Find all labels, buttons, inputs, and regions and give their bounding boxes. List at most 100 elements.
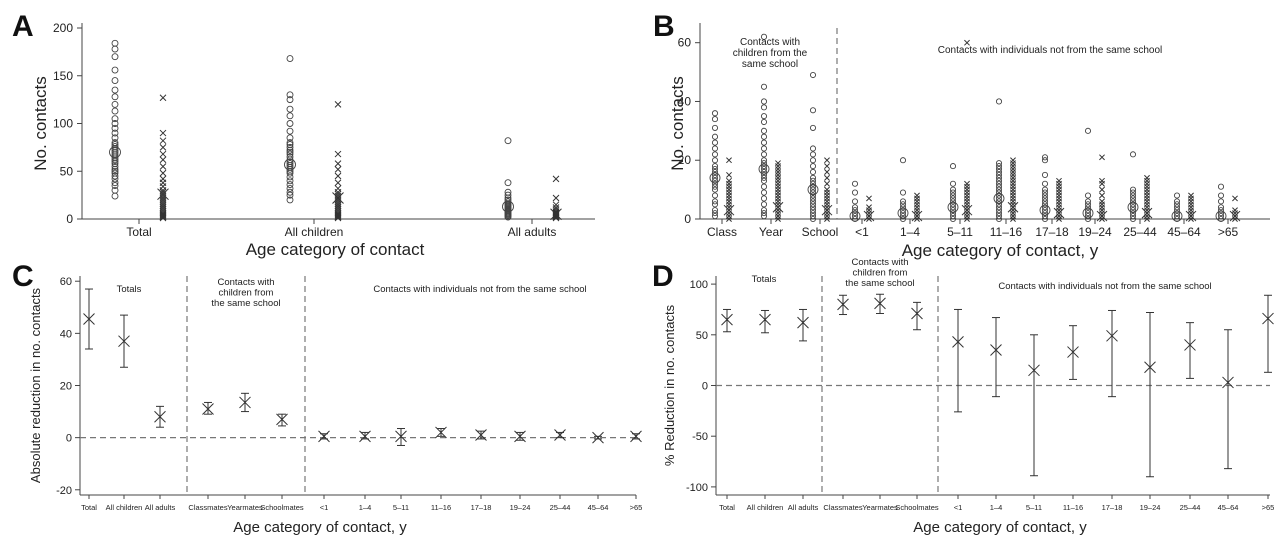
data-point-circle xyxy=(286,191,294,199)
data-point-circle xyxy=(760,160,768,167)
data-point-circle xyxy=(995,195,1003,202)
y-axis-label: No. contacts xyxy=(668,76,687,171)
data-point-circle xyxy=(1041,189,1049,196)
data-point-circle xyxy=(760,165,768,173)
group-label: same school xyxy=(742,59,798,70)
data-point-circle xyxy=(711,145,719,152)
data-point-circle xyxy=(1041,215,1049,223)
x-tick-label: 17–18 xyxy=(1102,503,1123,512)
data-point-circle xyxy=(1173,204,1181,211)
data-point-x xyxy=(334,185,342,192)
data-point-circle xyxy=(1173,213,1181,220)
data-point-circle xyxy=(899,201,907,208)
point-estimate xyxy=(721,313,733,326)
x-tick-label: 25–44 xyxy=(550,503,571,512)
data-point-circle xyxy=(760,33,768,40)
data-point-x xyxy=(159,188,167,196)
data-point-circle xyxy=(760,163,768,170)
y-tick-label: -50 xyxy=(692,431,708,443)
data-point-circle xyxy=(1129,213,1137,220)
median-x xyxy=(723,204,735,216)
point-estimate xyxy=(83,313,95,325)
data-point-circle xyxy=(809,201,817,208)
data-point-circle xyxy=(809,168,817,176)
data-point-circle xyxy=(851,213,859,220)
data-point-circle xyxy=(760,189,768,196)
x-axis-label: Age category of contact xyxy=(246,240,425,259)
data-point-x xyxy=(159,150,167,158)
data-point-circle xyxy=(760,113,768,120)
data-point-circle xyxy=(809,210,817,217)
data-point-x xyxy=(552,201,560,209)
data-point-circle xyxy=(899,210,907,217)
data-point-x xyxy=(1099,177,1105,184)
data-point-circle xyxy=(1217,198,1225,205)
data-point-circle xyxy=(1129,201,1137,208)
data-point-circle xyxy=(286,181,294,189)
data-point-circle xyxy=(949,204,957,211)
data-point-circle xyxy=(949,192,957,199)
data-point-circle xyxy=(1084,201,1092,208)
median-x xyxy=(157,188,169,201)
data-point-circle xyxy=(111,115,119,123)
data-point-circle xyxy=(1041,213,1049,220)
data-point-circle xyxy=(711,207,719,214)
data-point-x xyxy=(159,175,167,183)
data-point-circle xyxy=(1041,210,1049,217)
data-point-circle xyxy=(899,204,907,211)
data-point-circle xyxy=(1217,213,1225,220)
data-point-x xyxy=(159,163,167,170)
data-point-x xyxy=(824,174,830,181)
data-point-circle xyxy=(286,139,294,147)
median-x xyxy=(1096,210,1108,222)
panel-letter: C xyxy=(12,260,34,293)
x-tick-label: >65 xyxy=(1218,225,1239,239)
data-point-circle xyxy=(111,186,119,194)
data-point-circle xyxy=(1173,201,1181,208)
x-tick-label: <1 xyxy=(320,503,329,512)
chart-panel-c: -20 0 20 40 60 Absolute reduction in no. cont… xyxy=(28,276,642,536)
data-point-circle xyxy=(1217,215,1225,223)
median-x xyxy=(1053,207,1065,219)
x-axis-label: Age category of contact, y xyxy=(902,241,1099,260)
data-point-circle xyxy=(286,134,294,142)
data-point-circle xyxy=(809,124,817,131)
data-point-circle xyxy=(1041,204,1049,211)
data-point-circle xyxy=(111,179,119,187)
data-point-circle xyxy=(504,196,512,204)
x-tick-label: 17–18 xyxy=(471,503,492,512)
group-label: Contacts with individuals not from the s… xyxy=(373,284,586,295)
point-estimate xyxy=(239,396,251,409)
data-point-circle xyxy=(111,45,119,53)
data-point-circle xyxy=(1129,151,1137,158)
data-point-circle xyxy=(286,177,294,185)
data-point-circle xyxy=(949,195,957,202)
x-tick-label: Yearmates xyxy=(862,503,898,512)
data-point-circle xyxy=(949,213,957,220)
data-point-circle xyxy=(851,189,859,196)
data-point-circle xyxy=(760,177,768,184)
data-point-x xyxy=(1188,192,1194,199)
x-tick-label: Total xyxy=(126,225,151,239)
data-point-circle xyxy=(111,107,119,115)
x-tick-label: Schoolmates xyxy=(260,503,304,512)
data-point-circle xyxy=(1217,207,1225,214)
median-x xyxy=(1229,210,1241,222)
data-point-circle xyxy=(111,124,119,132)
data-point-x xyxy=(1099,186,1105,193)
point-estimate xyxy=(359,430,371,443)
data-point-circle xyxy=(809,145,817,152)
point-estimate xyxy=(202,403,214,415)
point-estimate xyxy=(395,430,407,443)
median-x xyxy=(550,208,562,221)
data-point-circle xyxy=(111,93,119,101)
data-point-circle xyxy=(995,198,1003,205)
data-point-circle xyxy=(809,192,817,199)
data-point-x xyxy=(334,212,342,220)
data-point-x xyxy=(964,39,970,46)
point-estimate xyxy=(837,298,849,311)
data-point-x xyxy=(552,194,560,202)
data-point-x xyxy=(726,157,732,164)
x-tick-label: <1 xyxy=(954,503,963,512)
